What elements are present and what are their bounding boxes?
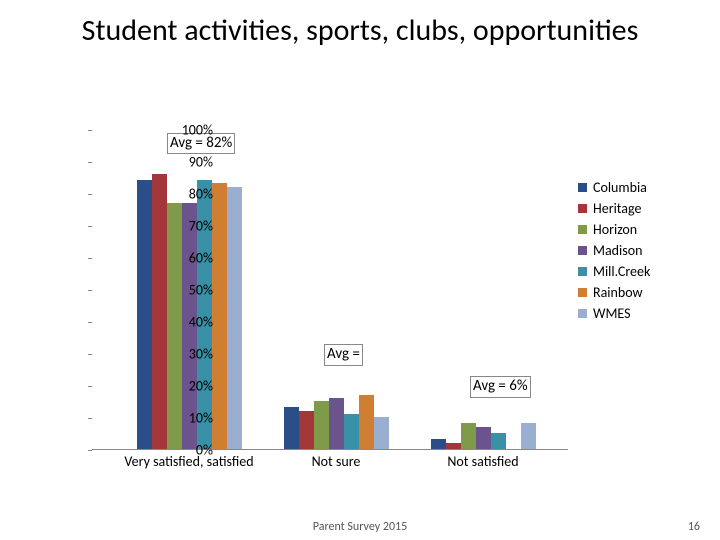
bar-group <box>431 423 536 449</box>
y-axis-tick-mark <box>88 194 92 195</box>
y-axis-tick-label: 30% <box>169 346 213 363</box>
legend-swatch <box>578 267 587 276</box>
y-axis-tick-mark <box>88 290 92 291</box>
bar-group <box>137 174 242 449</box>
footer-source: Parent Survey 2015 <box>313 520 407 534</box>
bar <box>461 423 476 449</box>
y-axis-tick-mark <box>88 258 92 259</box>
y-axis-tick-label: 0% <box>169 442 213 459</box>
page-title: Student activities, sports, clubs, oppor… <box>0 0 720 49</box>
bar <box>227 187 242 449</box>
bar <box>314 401 329 449</box>
y-axis-tick-mark <box>88 226 92 227</box>
legend-item: WMES <box>578 305 693 322</box>
chart-annotation: Avg = <box>324 344 363 366</box>
legend-label: Columbia <box>593 179 647 196</box>
y-axis-tick-mark <box>88 450 92 451</box>
x-axis-category-label: Not sure <box>264 454 409 470</box>
legend-swatch <box>578 288 587 297</box>
y-axis-tick-label: 50% <box>169 282 213 299</box>
legend-swatch <box>578 204 587 213</box>
bar <box>491 433 506 449</box>
bar <box>374 417 389 449</box>
legend-swatch <box>578 183 587 192</box>
bar-group <box>284 395 389 449</box>
bar <box>137 180 152 449</box>
footer-page-number: 16 <box>688 520 700 534</box>
y-axis-tick-label: 80% <box>169 186 213 203</box>
legend-item: Columbia <box>578 179 693 196</box>
bar <box>446 443 461 449</box>
legend-item: Horizon <box>578 221 693 238</box>
y-axis-tick-mark <box>88 130 92 131</box>
bar <box>344 414 359 449</box>
y-axis-tick-label: 10% <box>169 410 213 427</box>
y-axis-tick-label: 40% <box>169 314 213 331</box>
legend-label: Mill.Creek <box>593 263 650 280</box>
bar <box>212 183 227 449</box>
legend-label: Madison <box>593 242 642 259</box>
legend-item: Madison <box>578 242 693 259</box>
legend-item: Rainbow <box>578 284 693 301</box>
y-axis-tick-mark <box>88 418 92 419</box>
y-axis-tick-label: 60% <box>169 250 213 267</box>
legend-swatch <box>578 246 587 255</box>
y-axis-tick-mark <box>88 322 92 323</box>
chart-legend: Columbia Heritage Horizon Madison Mill.Creek… <box>578 175 693 326</box>
bar <box>431 439 446 449</box>
x-axis-category-label: Not satisfied <box>411 454 556 470</box>
y-axis-tick-label: 70% <box>169 218 213 235</box>
chart-plot-area: Very satisfied, satisfiedNot sureNot sat… <box>92 130 568 450</box>
y-axis-tick-mark <box>88 354 92 355</box>
bar <box>299 411 314 449</box>
legend-swatch <box>578 225 587 234</box>
bar <box>521 423 536 449</box>
chart-container: Very satisfied, satisfiedNot sureNot sat… <box>30 130 695 495</box>
legend-label: Heritage <box>593 200 641 217</box>
legend-item: Mill.Creek <box>578 263 693 280</box>
bar <box>359 395 374 449</box>
bar <box>284 407 299 449</box>
legend-label: Rainbow <box>593 284 643 301</box>
bar <box>329 398 344 449</box>
bar <box>152 174 167 449</box>
bar <box>476 427 491 449</box>
chart-annotation: Avg = 6% <box>470 376 531 398</box>
y-axis-tick-mark <box>88 162 92 163</box>
legend-label: Horizon <box>593 221 637 238</box>
y-axis-tick-label: 100% <box>169 122 213 139</box>
y-axis-tick-mark <box>88 386 92 387</box>
legend-label: WMES <box>593 305 631 322</box>
legend-swatch <box>578 309 587 318</box>
legend-item: Heritage <box>578 200 693 217</box>
y-axis-tick-label: 90% <box>169 154 213 171</box>
y-axis-tick-label: 20% <box>169 378 213 395</box>
